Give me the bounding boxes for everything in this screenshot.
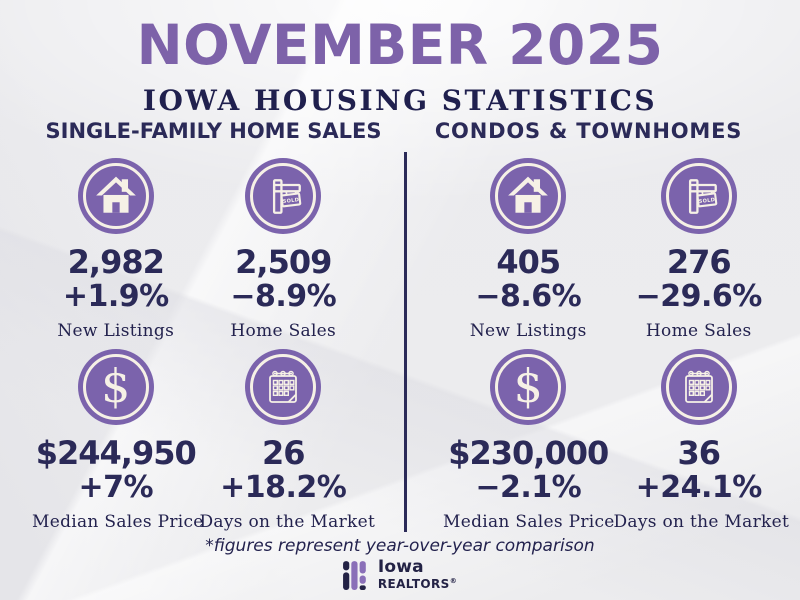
iowa-realtors-logo: Iowa REALTORS® (0, 559, 800, 590)
stat-value: 36 (677, 434, 721, 472)
stat-home-sales-sf: SOLD 2,509 −8.9% Home Sales (200, 150, 368, 341)
stat-value: 2,982 (67, 243, 165, 281)
stat-change: +24.1% (635, 470, 763, 505)
stat-new-listings-sf: 2,982 +1.9% New Listings (32, 150, 200, 341)
column-header-condos-townhomes: CONDOS & TOWNHOMES (434, 119, 743, 143)
icon-ring (495, 163, 562, 229)
stat-change: −8.9% (230, 279, 337, 314)
sold-sign-icon: SOLD (660, 158, 737, 234)
icon-ring (495, 354, 562, 420)
icon-ring (82, 354, 149, 420)
stat-change: −29.6% (635, 279, 763, 314)
logo-text: Iowa REALTORS® (377, 557, 458, 591)
stats-area: 2,982 +1.9% New Listings SOLD (0, 150, 800, 532)
stat-label: New Listings (469, 321, 587, 341)
svg-text:SOLD: SOLD (698, 197, 715, 205)
icon-ring (665, 354, 732, 420)
stat-days-on-market-sf: 26 +18.2% Days on the Market (199, 341, 376, 532)
stat-home-sales-condo: SOLD 276 −29.6% Home Sales (614, 150, 785, 341)
stat-label: New Listings (57, 321, 175, 341)
column-headers: SINGLE-FAMILY HOME SALES CONDOS & TOWNHO… (0, 119, 800, 143)
stat-value: $230,000 (448, 434, 609, 472)
stat-days-on-market-condo: 36 +24.1% Days on the Market (613, 341, 790, 532)
icon-ring (250, 163, 317, 229)
page-title: NOVEMBER 2025 (136, 13, 664, 77)
stat-label: Home Sales (230, 321, 337, 341)
stat-label: Days on the Market (199, 512, 376, 532)
sold-sign-icon: SOLD (245, 158, 322, 234)
logo-org-label: REALTORS (377, 577, 450, 591)
logo-trademark: ® (449, 577, 458, 585)
calendar-icon (660, 349, 737, 425)
stat-median-price-sf: $ $244,950 +7% Median Sales Price (32, 341, 204, 532)
svg-text:SOLD: SOLD (283, 197, 300, 205)
icon-ring (665, 163, 732, 229)
dollar-icon: $ (490, 349, 567, 425)
logo-org: REALTORS® (377, 577, 458, 591)
stat-value: 26 (261, 434, 306, 472)
column-divider (404, 152, 407, 532)
stat-new-listings-condo: 405 −8.6% New Listings (443, 150, 614, 341)
stats-grid-single-family: 2,982 +1.9% New Listings SOLD (0, 150, 407, 532)
stats-grid-condos-townhomes: 405 −8.6% New Listings SOLD (407, 150, 800, 532)
stat-label: Days on the Market (613, 512, 790, 532)
stat-label: Median Sales Price (32, 512, 204, 532)
stat-value: 276 (666, 243, 732, 281)
column-header-single-family: SINGLE-FAMILY HOME SALES (45, 119, 382, 143)
stat-label: Home Sales (645, 321, 752, 341)
page-subtitle: IOWA HOUSING STATISTICS (142, 84, 658, 117)
stat-change: −8.6% (475, 279, 582, 314)
stat-change: −2.1% (475, 470, 582, 505)
stat-change: +7% (78, 470, 154, 505)
dollar-icon: $ (77, 349, 154, 425)
icon-ring (82, 163, 149, 229)
stat-value: 2,509 (235, 243, 332, 281)
stat-value: $244,950 (35, 434, 197, 472)
icon-ring (250, 354, 317, 420)
footnote: *figures represent year-over-year compar… (205, 536, 595, 556)
house-icon (490, 158, 567, 234)
logo-mark-icon (342, 561, 366, 590)
stat-label: Median Sales Price (443, 512, 615, 532)
stat-change: +18.2% (220, 470, 347, 505)
calendar-icon (245, 349, 322, 425)
stat-change: +1.9% (62, 279, 169, 314)
logo-name: Iowa (377, 557, 424, 577)
stat-value: 405 (496, 243, 561, 281)
house-icon (77, 158, 154, 234)
stat-median-price-condo: $ $230,000 −2.1% Median Sales Price (443, 341, 614, 532)
